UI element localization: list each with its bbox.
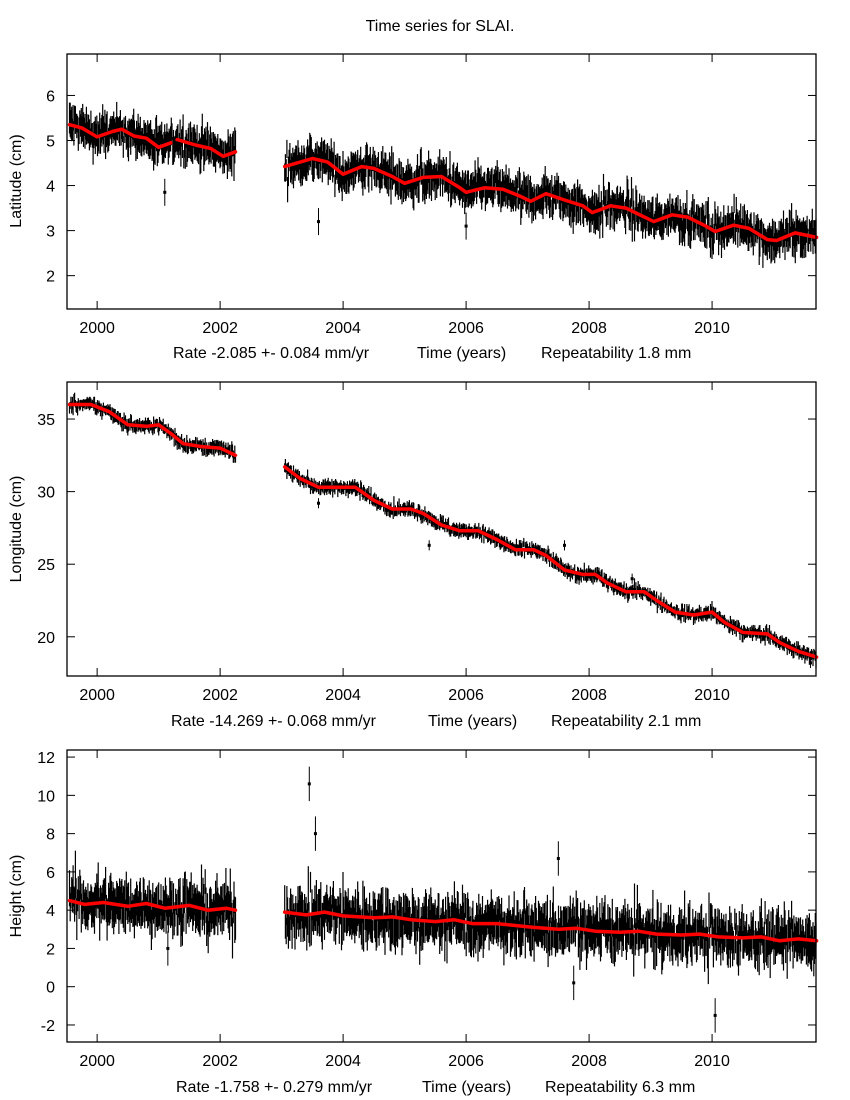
- x-tick-label: 2006: [448, 320, 484, 337]
- obs-outlier: [572, 981, 576, 985]
- model-curve: [282, 156, 819, 243]
- y-tick-label: 3: [46, 224, 55, 241]
- y-axis-label: Longitude (cm): [8, 476, 25, 583]
- obs-outlier: [307, 782, 311, 786]
- x-tick-label: 2006: [448, 1053, 484, 1070]
- model-curve: [282, 910, 819, 943]
- x-tick-label: 2008: [571, 1053, 607, 1070]
- x-tick-label: 2010: [694, 1053, 730, 1070]
- x-tick-label: 2006: [448, 687, 484, 704]
- obs-outlier: [163, 190, 167, 194]
- x-axis-label: Time (years): [422, 1079, 511, 1096]
- x-axis-label: Time (years): [428, 713, 517, 730]
- y-axis-label: Latitude (cm): [8, 134, 25, 227]
- rate-label: Rate -2.085 +- 0.084 mm/yr: [173, 345, 370, 362]
- model-curve: [282, 465, 819, 659]
- rate-label: Rate -14.269 +- 0.068 mm/yr: [171, 713, 377, 730]
- obs-outlier: [630, 577, 634, 581]
- y-tick-label: 4: [46, 903, 55, 920]
- figure-title: Time series for SLAI.: [366, 18, 515, 35]
- obs-outlier: [556, 856, 560, 860]
- y-tick-label: 2: [46, 269, 55, 286]
- rate-label: Rate -1.758 +- 0.279 mm/yr: [176, 1079, 373, 1096]
- y-tick-label: 8: [46, 827, 55, 844]
- x-tick-label: 2010: [694, 320, 730, 337]
- y-axis-label: Height (cm): [8, 855, 25, 938]
- y-tick-label: 12: [37, 750, 55, 767]
- x-tick-label: 2004: [325, 1053, 361, 1070]
- y-tick-label: 5: [46, 134, 55, 151]
- y-tick-label: 30: [37, 485, 55, 502]
- model-curve: [67, 122, 173, 150]
- obs-outlier: [808, 661, 812, 665]
- height-panel: Height (cm) Rate -1.758 +- 0.279 mm/yr T…: [8, 749, 819, 1096]
- y-tick-label: 6: [46, 865, 55, 882]
- y-tick-label: 25: [37, 557, 55, 574]
- plot-frame: [66, 381, 817, 677]
- x-tick-label: 2002: [202, 687, 238, 704]
- y-tick-label: 35: [37, 412, 55, 429]
- repeatability-label: Repeatability 6.3 mm: [545, 1079, 695, 1096]
- repeatability-label: Repeatability 2.1 mm: [551, 713, 701, 730]
- y-tick-label: 4: [46, 179, 55, 196]
- obs-outlier: [713, 1013, 717, 1017]
- observations: [68, 766, 817, 1033]
- y-tick-label: 6: [46, 88, 55, 105]
- observations: [68, 101, 817, 268]
- obs-outlier: [166, 946, 170, 950]
- plot-frame: [66, 53, 817, 310]
- obs-outlier: [317, 501, 321, 505]
- y-tick-label: 10: [37, 788, 55, 805]
- latitude-panel: Latitude (cm) Rate -2.085 +- 0.084 mm/yr…: [8, 53, 819, 362]
- x-tick-label: 2004: [325, 687, 361, 704]
- obs-outlier: [313, 832, 317, 836]
- x-tick-label: 2008: [571, 687, 607, 704]
- x-tick-label: 2000: [79, 687, 115, 704]
- x-tick-label: 2002: [202, 1053, 238, 1070]
- obs-outlier: [562, 543, 566, 547]
- observations: [68, 392, 817, 669]
- x-tick-label: 2000: [79, 1053, 115, 1070]
- x-tick-label: 2008: [571, 320, 607, 337]
- y-tick-label: 2: [46, 941, 55, 958]
- y-tick-label: 0: [46, 980, 55, 997]
- model-curve: [67, 402, 238, 458]
- model-curve: [67, 898, 238, 912]
- repeatability-label: Repeatability 1.8 mm: [541, 345, 691, 362]
- longitude-panel: Longitude (cm) Rate -14.269 +- 0.068 mm/…: [8, 381, 819, 730]
- plot-frame: [66, 749, 817, 1043]
- x-tick-label: 2010: [694, 687, 730, 704]
- y-tick-label: -2: [41, 1018, 55, 1035]
- x-tick-label: 2002: [202, 320, 238, 337]
- obs-outlier: [464, 224, 468, 228]
- x-tick-label: 2000: [79, 320, 115, 337]
- obs-outlier: [427, 543, 431, 547]
- y-tick-label: 20: [37, 630, 55, 647]
- model-curve: [175, 137, 238, 159]
- obs-outlier: [317, 220, 321, 224]
- x-axis-label: Time (years): [417, 345, 506, 362]
- x-tick-label: 2004: [325, 320, 361, 337]
